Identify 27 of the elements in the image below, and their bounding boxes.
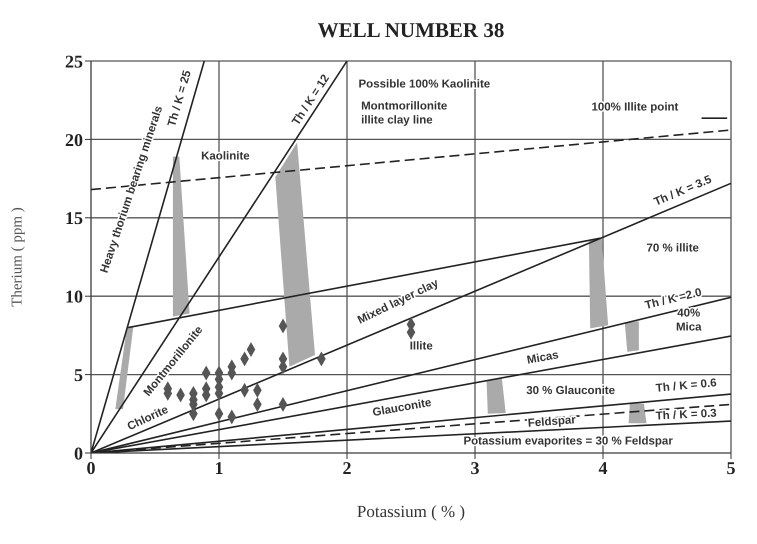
- y-tick-label: 20: [65, 130, 83, 150]
- x-axis-title: Potassium ( % ): [356, 502, 466, 522]
- x-tick-label: 2: [342, 458, 352, 478]
- y-tick-label: 25: [65, 51, 83, 72]
- y-tick-label: 0: [74, 443, 83, 464]
- text: Micas: [526, 349, 560, 367]
- chart-title: WELL NUMBER 38: [316, 18, 506, 43]
- annotation: 40% Mica: [676, 307, 702, 334]
- text: Th / K = 12: [290, 72, 332, 128]
- y-tick-label: 10: [65, 286, 83, 307]
- x-tick-label: 3: [470, 458, 480, 478]
- annotation: 70 % illite: [646, 242, 699, 254]
- text: Th / K = 0.6: [655, 377, 718, 395]
- annotation: Illite: [410, 340, 433, 352]
- text: Th / K = 25: [166, 68, 194, 128]
- x-tick-label: 1: [214, 458, 224, 478]
- y-tick-label: 5: [74, 364, 83, 385]
- annotation: Montmorillonite illite clay line: [361, 100, 448, 127]
- x-tick-label: 4: [598, 458, 608, 478]
- y-axis-title: Therium ( ppm ): [9, 207, 26, 307]
- series-label: Feldspar: [527, 414, 577, 430]
- x-tick-label: 5: [726, 458, 736, 478]
- annotation: Glauconite: [372, 396, 432, 420]
- x-tick-label: 0: [86, 458, 96, 478]
- series-label: Th / K = 0.3: [655, 408, 717, 423]
- y-tick-label: 15: [65, 208, 83, 228]
- text: Th / K = 3.5: [652, 174, 714, 209]
